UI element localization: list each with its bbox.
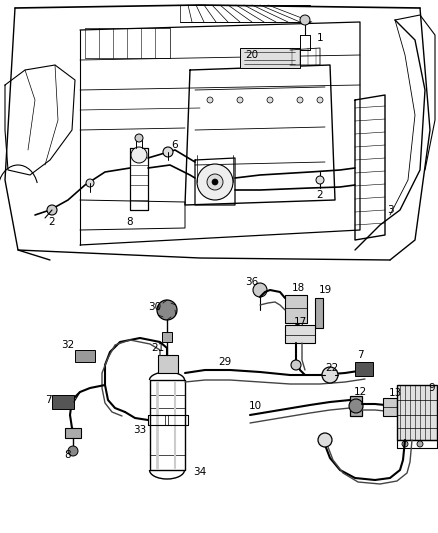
Circle shape <box>317 97 323 103</box>
Bar <box>240 48 300 68</box>
Text: 8: 8 <box>127 217 133 227</box>
Circle shape <box>253 283 267 297</box>
Text: 2: 2 <box>49 217 55 227</box>
Text: 7: 7 <box>45 395 51 405</box>
Text: 7: 7 <box>357 350 363 360</box>
Bar <box>75 350 95 362</box>
Circle shape <box>267 97 273 103</box>
Text: 2: 2 <box>317 190 323 200</box>
Circle shape <box>318 433 332 447</box>
Text: 3: 3 <box>387 205 393 215</box>
Text: 9: 9 <box>429 383 435 393</box>
Text: 1: 1 <box>317 33 323 43</box>
Circle shape <box>157 300 177 320</box>
Bar <box>162 332 172 342</box>
Bar <box>65 428 81 438</box>
Circle shape <box>417 441 423 447</box>
Bar <box>355 362 373 376</box>
Circle shape <box>47 205 57 215</box>
Bar <box>285 325 315 343</box>
Bar <box>397 385 437 440</box>
Text: 22: 22 <box>325 363 339 373</box>
Text: 36: 36 <box>245 277 258 287</box>
Circle shape <box>86 179 94 187</box>
Circle shape <box>322 367 338 383</box>
Text: 20: 20 <box>245 50 258 60</box>
Circle shape <box>237 97 243 103</box>
Text: 8: 8 <box>65 450 71 460</box>
Circle shape <box>207 97 213 103</box>
Circle shape <box>291 360 301 370</box>
Circle shape <box>300 15 310 25</box>
Text: 33: 33 <box>134 425 147 435</box>
Text: 32: 32 <box>61 340 74 350</box>
Text: 29: 29 <box>219 357 232 367</box>
Bar <box>383 398 397 416</box>
Circle shape <box>131 147 147 163</box>
Text: 13: 13 <box>389 388 402 398</box>
Bar <box>158 355 178 373</box>
Text: 17: 17 <box>293 317 307 327</box>
Text: 19: 19 <box>318 285 332 295</box>
Bar <box>350 396 362 416</box>
Circle shape <box>207 174 223 190</box>
Text: 10: 10 <box>248 401 261 411</box>
Text: 12: 12 <box>353 387 367 397</box>
Text: 18: 18 <box>291 283 304 293</box>
Circle shape <box>297 97 303 103</box>
Text: 21: 21 <box>152 343 165 353</box>
Bar <box>52 395 74 409</box>
Text: 6: 6 <box>172 140 178 150</box>
Circle shape <box>402 441 408 447</box>
Circle shape <box>135 134 143 142</box>
Circle shape <box>68 446 78 456</box>
Circle shape <box>349 399 363 413</box>
Bar <box>285 295 307 323</box>
Circle shape <box>163 147 173 157</box>
Circle shape <box>197 164 233 200</box>
Text: 30: 30 <box>148 302 162 312</box>
Text: 34: 34 <box>193 467 207 477</box>
Bar <box>315 298 323 328</box>
Circle shape <box>316 176 324 184</box>
Circle shape <box>212 179 218 185</box>
